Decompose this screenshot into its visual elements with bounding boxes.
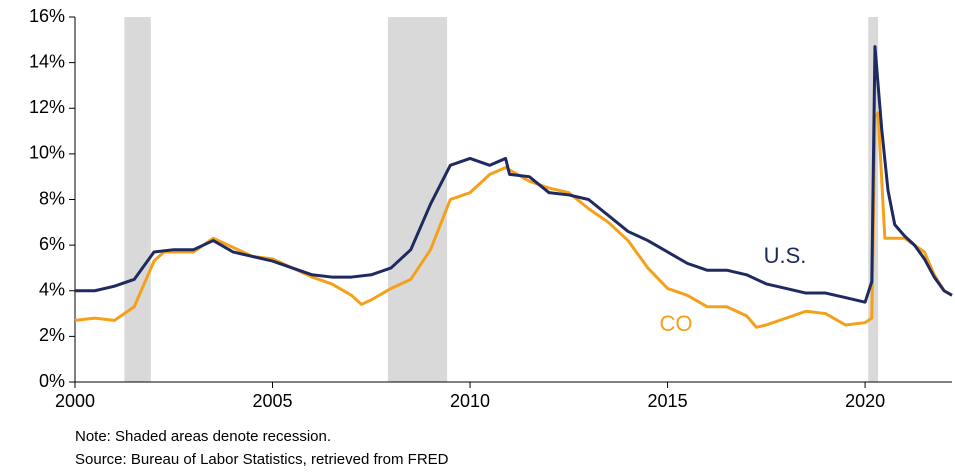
y-tick-label: 10% bbox=[29, 143, 65, 163]
co-label: CO bbox=[660, 311, 693, 336]
series-line bbox=[75, 45, 953, 304]
x-tick-label: 2010 bbox=[450, 391, 490, 411]
series-line bbox=[74, 111, 953, 329]
x-tick-label: 2005 bbox=[252, 391, 292, 411]
note: Note: Shaded areas denote recession. bbox=[75, 428, 331, 445]
us-label: U.S. bbox=[764, 243, 807, 268]
y-tick-label: 0% bbox=[39, 371, 65, 391]
x-tick-label: 2000 bbox=[55, 391, 95, 411]
y-tick-label: 8% bbox=[39, 188, 65, 208]
y-tick-label: 16% bbox=[29, 6, 65, 26]
x-tick-label: 2015 bbox=[648, 391, 688, 411]
y-tick-label: 6% bbox=[39, 234, 65, 254]
y-tick-label: 12% bbox=[29, 97, 65, 117]
y-tick-label: 4% bbox=[39, 280, 65, 300]
y-tick-label: 2% bbox=[39, 325, 65, 345]
recession-band bbox=[124, 17, 151, 382]
recession-band bbox=[387, 17, 448, 382]
x-tick-label: 2020 bbox=[845, 391, 885, 411]
source: Source: Bureau of Labor Statistics, retr… bbox=[75, 451, 449, 468]
y-tick-label: 14% bbox=[29, 51, 65, 71]
